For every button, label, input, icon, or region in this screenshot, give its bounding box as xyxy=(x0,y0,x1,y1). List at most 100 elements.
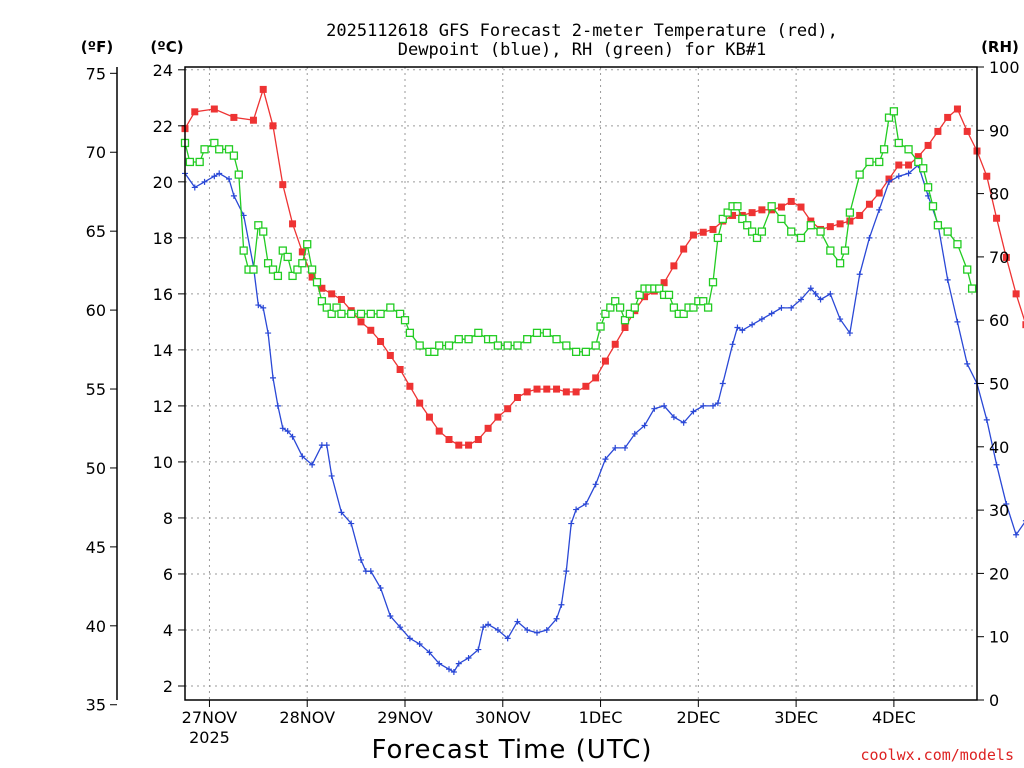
data-point xyxy=(826,246,835,255)
data-point xyxy=(879,145,889,154)
data-point xyxy=(914,153,922,161)
data-point xyxy=(563,568,570,575)
data-point xyxy=(298,259,307,268)
data-point xyxy=(211,173,218,180)
data-point xyxy=(884,113,894,122)
data-point xyxy=(798,296,804,303)
data-point xyxy=(837,316,844,323)
data-point xyxy=(265,330,272,337)
celsius-unit-label: (ºC) xyxy=(150,38,183,56)
data-point xyxy=(856,211,864,219)
data-point xyxy=(263,259,273,268)
data-point xyxy=(568,520,575,527)
data-point xyxy=(435,427,443,435)
data-point xyxy=(886,178,892,185)
data-point xyxy=(386,303,395,312)
data-point xyxy=(318,284,326,292)
data-point xyxy=(425,413,433,421)
data-point xyxy=(430,347,439,357)
data-point xyxy=(444,341,454,350)
data-point xyxy=(249,265,258,274)
data-point xyxy=(366,309,375,319)
fahrenheit-tick-label: 45 xyxy=(86,538,106,557)
data-point xyxy=(699,297,708,306)
fahrenheit-tick-label: 65 xyxy=(86,222,106,241)
data-point xyxy=(866,234,873,241)
data-point xyxy=(504,405,512,413)
data-point xyxy=(533,385,541,393)
data-point xyxy=(1002,253,1010,261)
data-point xyxy=(523,388,531,396)
data-point xyxy=(689,231,697,239)
data-point xyxy=(562,341,571,350)
rh-tick-label: 60 xyxy=(989,311,1009,330)
fahrenheit-tick-label: 40 xyxy=(86,617,106,636)
data-point xyxy=(269,122,277,130)
fahrenheit-tick-label: 70 xyxy=(86,143,106,162)
data-point xyxy=(806,221,815,230)
data-point xyxy=(464,335,473,344)
data-point xyxy=(210,138,219,148)
data-point xyxy=(689,303,698,312)
data-point xyxy=(905,161,913,169)
data-point xyxy=(723,208,732,217)
data-point xyxy=(1013,531,1020,538)
data-point xyxy=(387,612,394,619)
data-point xyxy=(416,640,423,647)
celsius-tick-label: 10 xyxy=(153,453,173,472)
data-point xyxy=(328,290,336,298)
data-point xyxy=(928,202,938,211)
rh-tick-label: 30 xyxy=(989,501,1009,520)
data-point xyxy=(573,506,580,513)
data-point xyxy=(534,629,540,636)
celsius-tick-label: 8 xyxy=(163,509,173,528)
data-point xyxy=(484,424,492,432)
data-point xyxy=(661,402,668,409)
data-point xyxy=(622,444,628,451)
data-point xyxy=(816,227,825,236)
data-point xyxy=(993,214,1001,222)
data-point xyxy=(768,310,775,317)
data-point xyxy=(513,394,521,402)
rh-tick-label: 90 xyxy=(989,121,1009,140)
data-point xyxy=(299,453,306,460)
data-point xyxy=(532,328,542,338)
x-tick-label: 30NOV xyxy=(475,708,531,727)
data-point xyxy=(855,170,864,179)
data-point xyxy=(749,321,756,328)
data-point xyxy=(651,405,658,412)
data-point xyxy=(191,108,199,116)
data-point xyxy=(729,211,737,219)
data-point xyxy=(396,365,404,373)
celsius-tick-label: 14 xyxy=(153,341,173,360)
data-point xyxy=(337,309,346,319)
data-point xyxy=(278,246,287,255)
data-point xyxy=(630,303,639,312)
data-point xyxy=(923,183,933,192)
data-point xyxy=(787,227,796,236)
data-point xyxy=(406,635,413,642)
data-point xyxy=(767,202,776,211)
data-point xyxy=(777,214,786,224)
data-point xyxy=(185,157,195,167)
data-point xyxy=(993,461,1000,468)
celsius-tick-label: 16 xyxy=(153,285,173,304)
plot-frame xyxy=(184,66,978,701)
data-point xyxy=(788,304,795,311)
data-point xyxy=(865,200,873,208)
celsius-tick-label: 6 xyxy=(163,565,173,584)
data-point xyxy=(553,385,561,393)
data-point xyxy=(513,341,522,350)
data-point xyxy=(826,223,834,231)
data-point xyxy=(283,252,292,262)
data-point xyxy=(943,227,952,236)
data-point xyxy=(465,654,472,661)
data-point xyxy=(787,197,795,205)
data-point xyxy=(215,145,224,154)
data-point xyxy=(558,601,565,608)
data-point xyxy=(293,265,302,274)
data-point xyxy=(739,327,746,334)
data-point xyxy=(601,357,609,365)
data-point xyxy=(797,203,805,211)
